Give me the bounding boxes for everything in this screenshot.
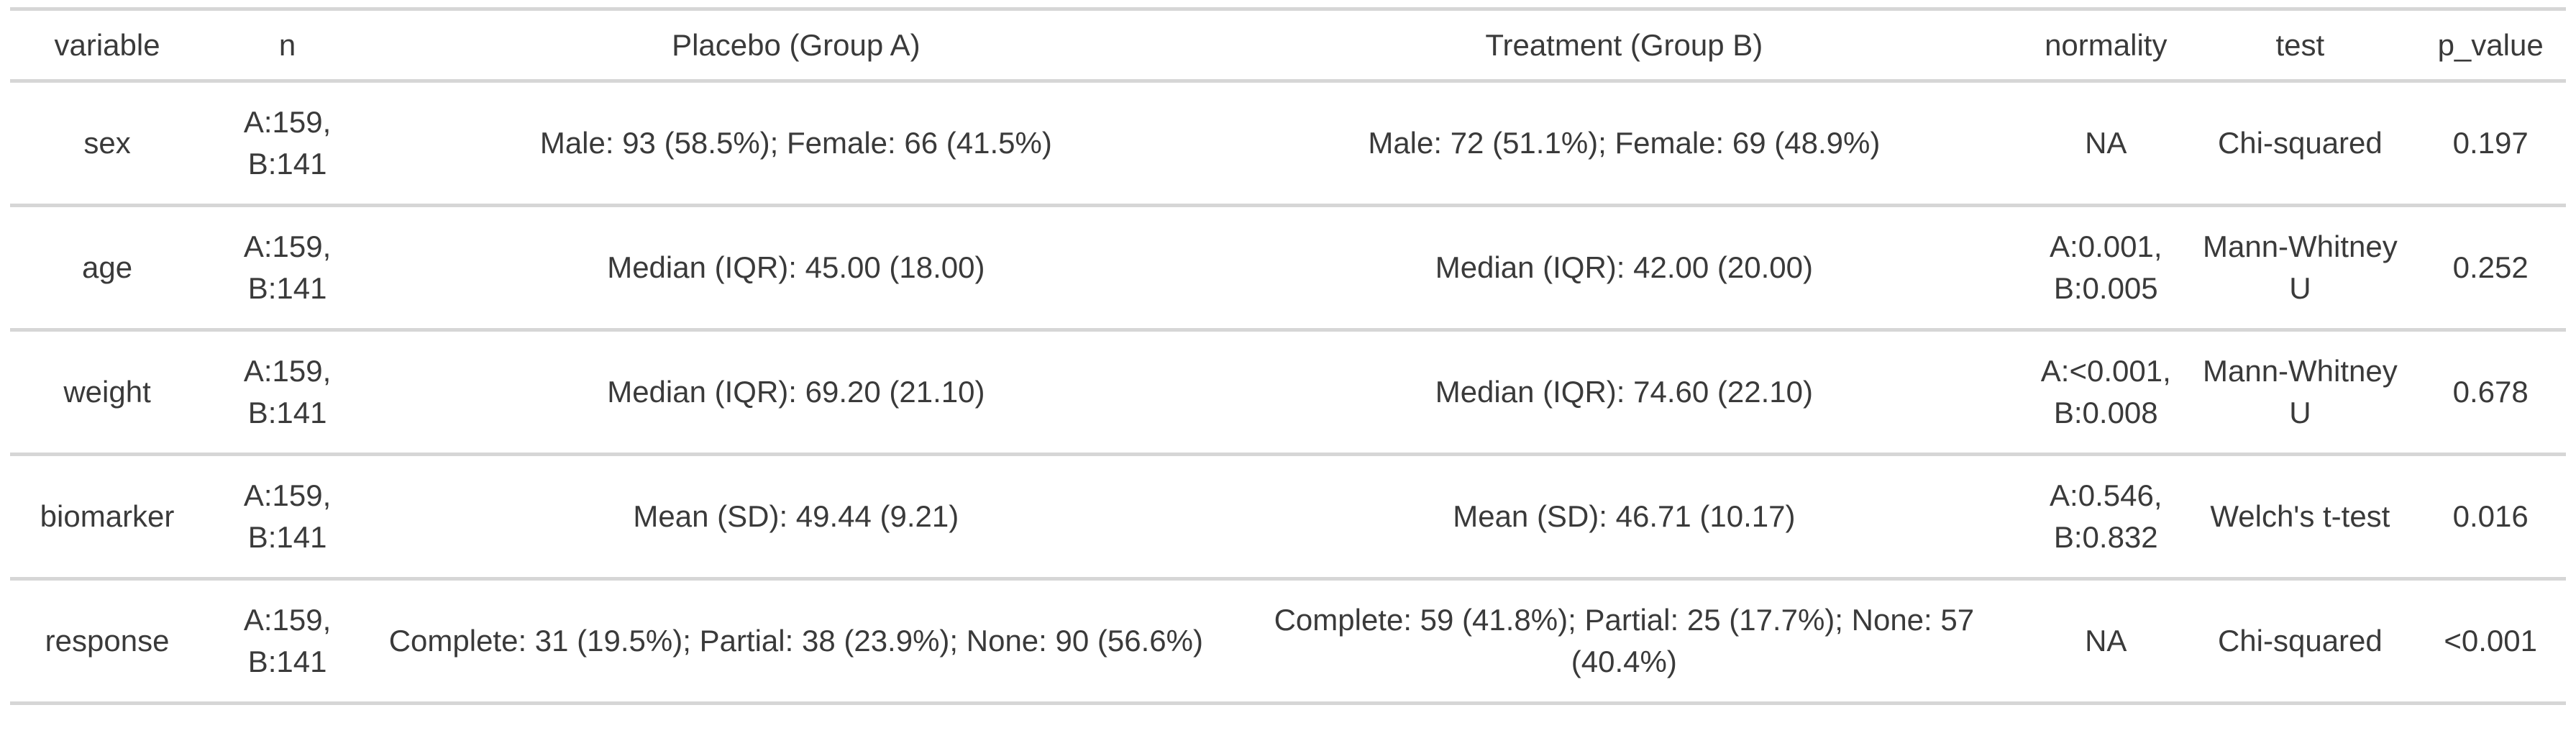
cell-group-a: Median (IQR): 45.00 (18.00)	[607, 250, 985, 285]
cell-group-b: Mean (SD): 46.71 (10.17)	[1453, 499, 1796, 534]
column-header-variable: variable	[54, 27, 160, 62]
cell-group-a: Complete: 31 (19.5%); Partial: 38 (23.9%…	[388, 624, 1203, 658]
cell-group-b: Complete: 59 (41.8%); Partial: 25 (17.7%…	[1274, 603, 1975, 678]
cell-variable: response	[45, 624, 170, 658]
column-header-group-a: Placebo (Group A)	[672, 27, 921, 62]
cell-normality: A:0.001, B:0.005	[2050, 229, 2162, 305]
cell-p-value: 0.252	[2452, 250, 2529, 285]
column-header-n: n	[278, 27, 296, 62]
cell-test: Welch's t-test	[2210, 499, 2390, 534]
table-row-response: response A:159, B:141 Complete: 31 (19.5…	[10, 579, 2566, 704]
column-header-test: test	[2275, 27, 2325, 62]
cell-group-b: Median (IQR): 42.00 (20.00)	[1435, 250, 1813, 285]
cell-normality: A:<0.001, B:0.008	[2040, 354, 2171, 429]
cell-variable: age	[82, 250, 133, 285]
cell-test: Chi-squared	[2217, 126, 2383, 160]
cell-n: A:159, B:141	[243, 603, 332, 678]
cell-variable: weight	[63, 375, 151, 409]
cell-variable: biomarker	[40, 499, 175, 534]
cell-group-a: Mean (SD): 49.44 (9.21)	[633, 499, 959, 534]
cell-test: Mann-Whitney U	[2202, 229, 2398, 305]
cell-test: Mann-Whitney U	[2202, 354, 2398, 429]
cell-n: A:159, B:141	[243, 354, 332, 429]
cell-p-value: 0.678	[2452, 375, 2529, 409]
cell-p-value: 0.016	[2452, 499, 2529, 534]
column-header-normality: normality	[2045, 27, 2168, 62]
cell-normality: A:0.546, B:0.832	[2050, 478, 2162, 554]
table-header-row: variable n Placebo (Group A) Treatment (…	[10, 9, 2566, 81]
table-row-age: age A:159, B:141 Median (IQR): 45.00 (18…	[10, 206, 2566, 330]
table-row-biomarker: biomarker A:159, B:141 Mean (SD): 49.44 …	[10, 455, 2566, 579]
statistical-summary-table: variable n Placebo (Group A) Treatment (…	[10, 7, 2566, 705]
cell-group-a: Male: 93 (58.5%); Female: 66 (41.5%)	[539, 126, 1052, 160]
cell-n: A:159, B:141	[243, 478, 332, 554]
cell-group-b: Male: 72 (51.1%); Female: 69 (48.9%)	[1368, 126, 1881, 160]
cell-variable: sex	[83, 126, 131, 160]
column-header-group-b: Treatment (Group B)	[1485, 27, 1763, 62]
table-row-sex: sex A:159, B:141 Male: 93 (58.5%); Femal…	[10, 81, 2566, 206]
table-row-weight: weight A:159, B:141 Median (IQR): 69.20 …	[10, 330, 2566, 455]
cell-group-b: Median (IQR): 74.60 (22.10)	[1435, 375, 1813, 409]
column-header-p-value: p_value	[2437, 27, 2544, 62]
cell-p-value: <0.001	[2444, 624, 2537, 658]
cell-n: A:159, B:141	[243, 105, 332, 181]
cell-normality: NA	[2085, 126, 2127, 160]
cell-group-a: Median (IQR): 69.20 (21.10)	[607, 375, 985, 409]
statistical-summary-table-container: variable n Placebo (Group A) Treatment (…	[10, 7, 2566, 705]
cell-test: Chi-squared	[2217, 624, 2383, 658]
cell-p-value: 0.197	[2452, 126, 2529, 160]
cell-normality: NA	[2085, 624, 2127, 658]
cell-n: A:159, B:141	[243, 229, 332, 305]
